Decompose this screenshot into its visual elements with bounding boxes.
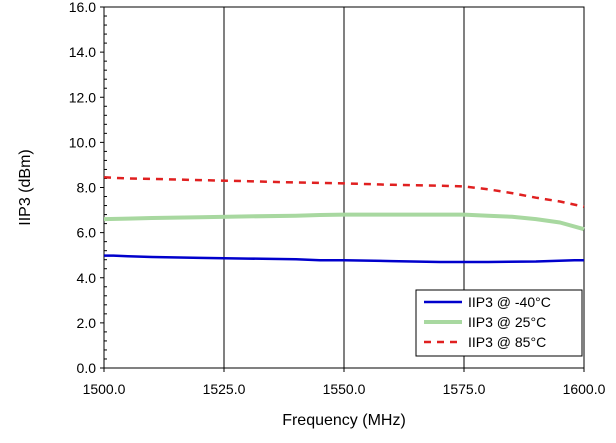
x-tick-label: 1600.0 <box>563 381 606 397</box>
y-tick-label: 14.0 <box>69 44 96 60</box>
legend-label-3: IIP3 @ 85°C <box>468 334 546 350</box>
y-tick-label: 4.0 <box>77 270 97 286</box>
y-tick-label: 0.0 <box>77 360 97 376</box>
y-tick-label: 8.0 <box>77 180 97 196</box>
y-tick-label: 2.0 <box>77 315 97 331</box>
x-tick-label: 1525.0 <box>203 381 246 397</box>
series-line-2 <box>103 212 585 232</box>
y-tick-label: 10.0 <box>69 134 96 150</box>
legend-label-2: IIP3 @ 25°C <box>468 314 546 330</box>
series-line-3 <box>103 176 585 208</box>
x-tick-label: 1500.0 <box>83 381 126 397</box>
y-tick-label: 6.0 <box>77 225 97 241</box>
y-tick-label: 16.0 <box>69 0 96 15</box>
y-axis-title: IIP3 (dBm) <box>17 149 34 225</box>
x-axis-title: Frequency (MHz) <box>282 412 406 429</box>
x-tick-label: 1550.0 <box>323 381 366 397</box>
series-line-1 <box>104 254 584 264</box>
y-tick-label: 12.0 <box>69 89 96 105</box>
legend-label-1: IIP3 @ -40°C <box>468 294 551 310</box>
x-tick-label: 1575.0 <box>443 381 486 397</box>
